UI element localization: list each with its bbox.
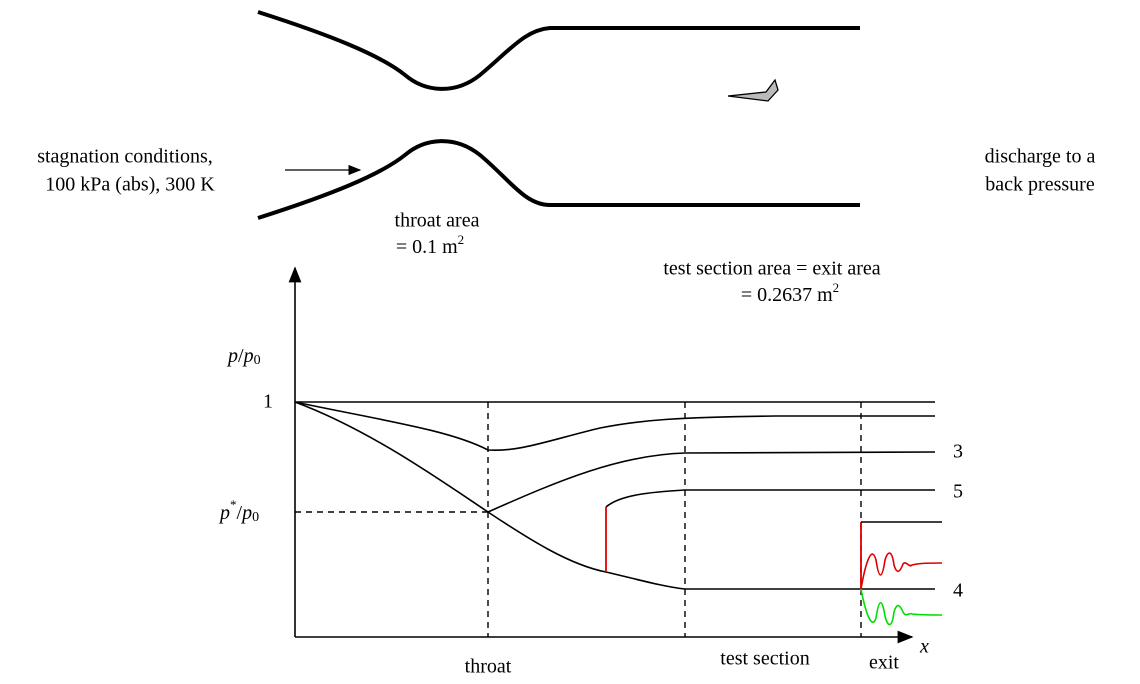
y-label: 1 [263, 391, 273, 413]
y-label: p*/p0 [218, 497, 259, 525]
expansion-wave [861, 589, 942, 625]
text-part: p [242, 345, 254, 367]
lower-wall [258, 141, 860, 218]
test-section-text: test section area = exit area [663, 258, 880, 280]
x-label: throat [465, 656, 512, 678]
outlet-text: back pressure [985, 174, 1095, 196]
test-model [728, 80, 778, 101]
text-part: p [218, 502, 230, 524]
curve [295, 402, 935, 450]
curve-label: 5 [953, 481, 963, 503]
throat-text: = 0.1 m2 [396, 232, 464, 258]
superscript: 2 [833, 280, 840, 295]
upper-wall [258, 12, 860, 89]
expansion-wave [861, 553, 942, 589]
text-part: = 0.2637 m [741, 284, 833, 306]
curve [488, 512, 935, 589]
outlet-text: discharge to a [985, 146, 1096, 168]
inlet-text: 100 kPa (abs), 300 K [45, 174, 215, 196]
y-axis-label: p/p0 [226, 345, 261, 369]
throat-text: throat area [395, 210, 480, 232]
x-label: test section [720, 648, 809, 670]
x-axis-label: x [919, 636, 929, 658]
text-part: p [240, 502, 252, 524]
subscript: 0 [254, 353, 261, 368]
inlet-text: stagnation conditions, [37, 146, 213, 168]
subscript: 0 [252, 510, 259, 525]
curve-label: 3 [953, 441, 963, 463]
superscript: 2 [458, 232, 465, 247]
curve [295, 402, 935, 512]
curve [606, 490, 935, 507]
page: stagnation conditions, 100 kPa (abs), 30… [0, 0, 1140, 684]
text-part: = 0.1 m [396, 236, 458, 258]
test-section-text: = 0.2637 m2 [741, 280, 839, 306]
curve-label: 4 [953, 580, 963, 602]
x-label: exit [869, 652, 899, 674]
text-part: p [226, 345, 238, 367]
